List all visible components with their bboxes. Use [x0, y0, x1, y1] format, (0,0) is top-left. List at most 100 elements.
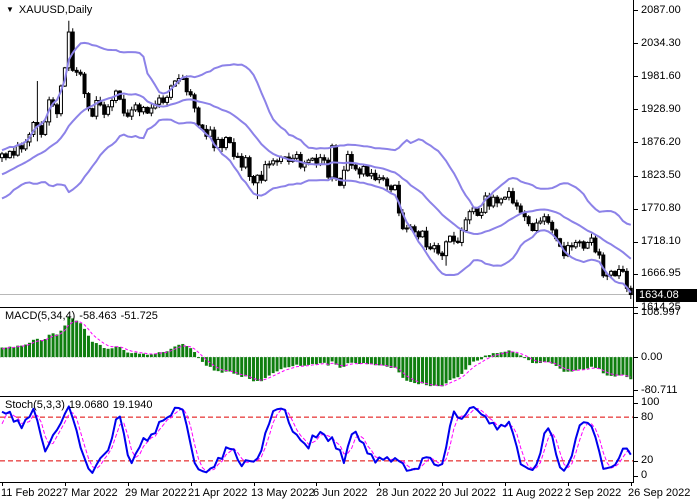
candle-body: [530, 223, 535, 232]
macd-axis-tick: [634, 357, 638, 358]
macd-bar: [322, 357, 326, 363]
candle-body: [404, 227, 409, 230]
candle-body: [11, 150, 16, 156]
macd-bar: [593, 357, 597, 368]
macd-axis-tick: [634, 313, 638, 314]
macd-bar: [51, 333, 55, 358]
stoch-axis-tick: [634, 461, 638, 462]
price-axis-tick: [634, 242, 638, 243]
macd-bar: [39, 340, 43, 358]
date-axis-label: 28 Jun 2022: [376, 487, 437, 499]
date-axis-label: 20 Jul 2022: [439, 487, 496, 499]
price-chart-plot[interactable]: [0, 0, 633, 307]
macd-bar: [287, 357, 291, 368]
stoch-k-line: [1, 405, 632, 474]
candle-body: [271, 160, 276, 165]
macd-bar: [436, 357, 440, 387]
macd-bar: [538, 357, 542, 364]
candle-body: [526, 216, 531, 225]
macd-bar: [350, 357, 354, 363]
stoch-axis-tick: [634, 417, 638, 418]
candle-body: [74, 69, 79, 73]
macd-bar: [507, 350, 511, 358]
candle-body: [353, 164, 358, 170]
candle-body: [137, 104, 142, 113]
candle-body: [267, 163, 272, 166]
candle-body: [365, 165, 370, 177]
candle-body: [294, 154, 299, 159]
candle-body: [369, 172, 374, 177]
macd-bar: [625, 357, 629, 378]
bollinger-middle-band: [1, 92, 632, 260]
price-axis-tick: [634, 307, 638, 308]
candle-body: [550, 221, 555, 231]
macd-bar: [314, 357, 318, 365]
candle-body: [534, 222, 539, 232]
candle-body: [247, 157, 252, 178]
macd-bar: [621, 357, 625, 375]
macd-bar: [456, 357, 460, 378]
panel-divider-main-macd[interactable]: [0, 307, 634, 308]
macd-bar: [413, 357, 417, 384]
macd-bar: [28, 342, 32, 358]
date-axis-tick: [505, 483, 506, 486]
macd-bar: [43, 339, 47, 358]
candle-body: [389, 185, 394, 191]
macd-bar: [362, 357, 366, 364]
macd-bar: [460, 357, 464, 374]
candle-body: [467, 211, 472, 221]
macd-bar: [440, 357, 444, 387]
macd-bar: [373, 357, 377, 366]
date-axis-label: 6 Jun 2022: [313, 487, 368, 499]
panel-divider-macd-stoch[interactable]: [0, 396, 634, 397]
macd-bar: [16, 345, 20, 358]
date-axis-tick: [316, 483, 317, 486]
stochastic-indicator-plot[interactable]: [0, 397, 633, 481]
macd-bar: [318, 357, 322, 364]
macd-bar: [118, 346, 122, 358]
bollinger-lower-band: [1, 118, 632, 294]
candle-body: [102, 104, 107, 115]
panel-divider-stoch-dates[interactable]: [0, 482, 634, 483]
candle-body: [597, 251, 602, 256]
candle-body: [149, 107, 154, 114]
macd-bar: [448, 357, 452, 381]
candle-body: [7, 150, 12, 159]
macd-bar: [216, 357, 220, 372]
stoch-axis-label: 20: [641, 454, 654, 466]
candle-body: [196, 107, 201, 126]
macd-bar: [605, 357, 609, 376]
macd-bar: [487, 355, 491, 358]
macd-bar: [189, 348, 193, 358]
chevron-down-icon[interactable]: ▼: [6, 5, 14, 14]
candle-body: [479, 211, 484, 216]
macd-bar: [20, 345, 24, 358]
macd-bar: [220, 357, 224, 373]
macd-bar: [334, 357, 338, 365]
candle-body: [499, 198, 504, 204]
price-axis-label: 1770.80: [641, 202, 681, 214]
macd-bar: [338, 357, 342, 368]
date-axis-label: 29 Mar 2022: [125, 487, 187, 499]
macd-bar: [609, 357, 613, 376]
macd-bar: [295, 357, 299, 365]
macd-bar: [389, 357, 393, 368]
date-axis-tick: [254, 483, 255, 486]
macd-bar: [224, 357, 228, 372]
macd-histogram: [0, 316, 633, 387]
candle-body: [110, 100, 115, 108]
candle-body: [349, 154, 354, 166]
candle-body: [361, 165, 366, 175]
candle-body: [141, 106, 146, 113]
macd-bar: [275, 357, 279, 372]
macd-indicator-plot[interactable]: [0, 308, 633, 396]
candle-body: [235, 155, 240, 158]
macd-bar: [110, 348, 114, 358]
macd-bar: [141, 353, 145, 358]
macd-bar: [511, 351, 515, 358]
stoch-axis-label: 100: [641, 396, 660, 408]
macd-bar: [71, 318, 75, 358]
candle-body: [82, 73, 87, 95]
candle-body: [381, 177, 386, 180]
macd-bar: [177, 344, 181, 358]
